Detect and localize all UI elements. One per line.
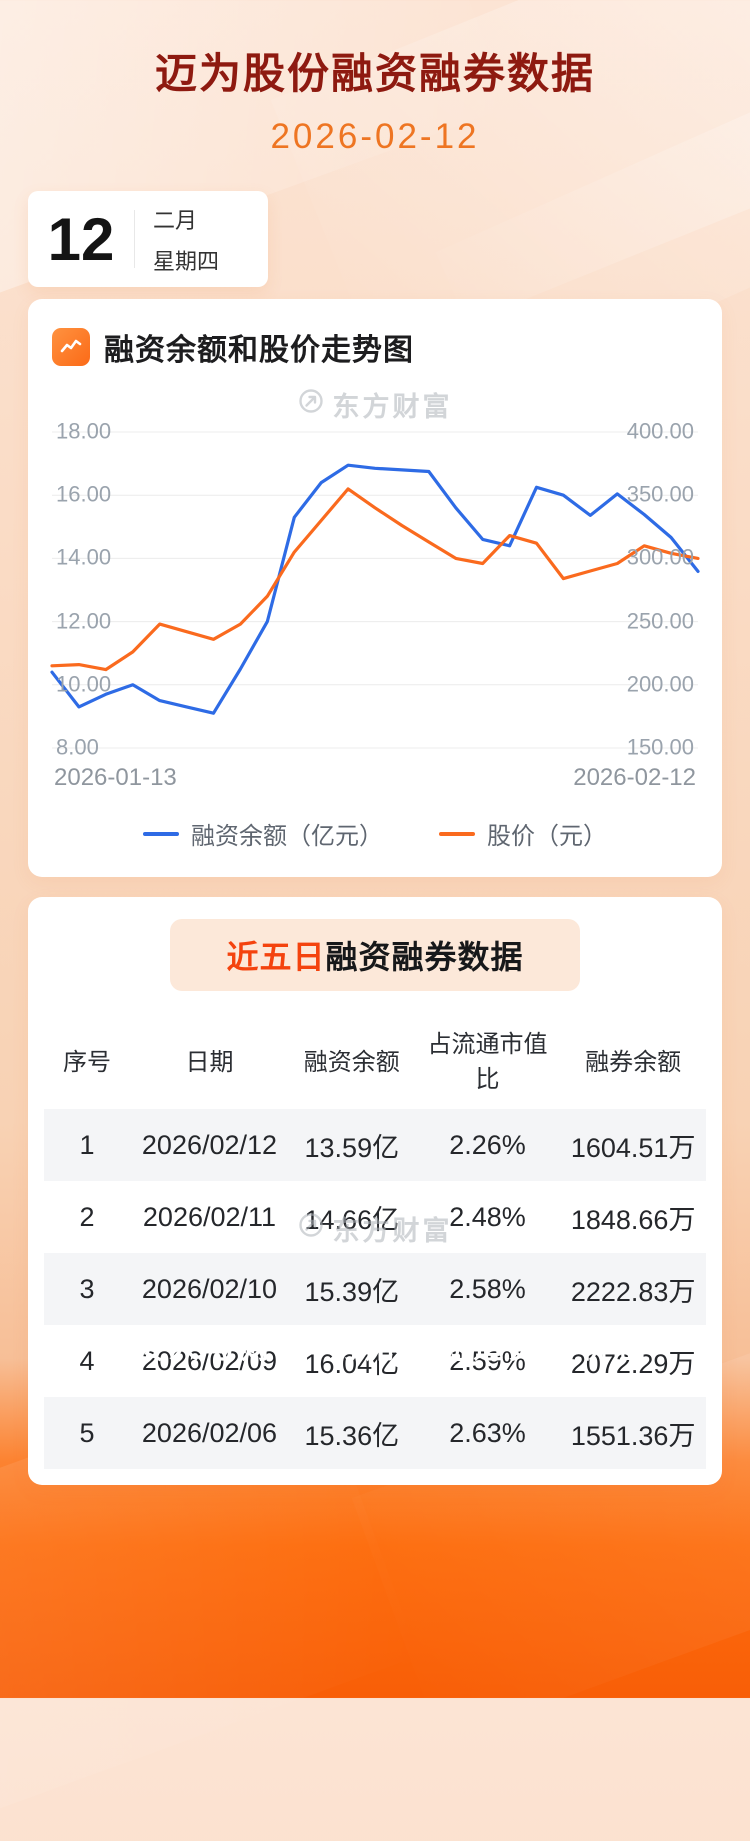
- right-axis-tick: 350.00: [626, 481, 694, 507]
- table-cell: 2072.29万: [570, 1348, 696, 1379]
- table-cell: 2026/02/12: [141, 1129, 278, 1160]
- column-header: 日期: [185, 1048, 234, 1076]
- legend-swatch-orange: [439, 831, 475, 836]
- left-axis-tick: 8.00: [56, 734, 99, 760]
- footer-slogan: 链接人与财富·为用户创造更多价值: [97, 1332, 653, 1365]
- left-axis-tick: 10.00: [56, 671, 112, 697]
- right-axis-tick: 400.00: [626, 418, 694, 444]
- x-axis-end-label: 2026-02-12: [573, 764, 696, 791]
- legend-swatch-blue: [143, 831, 179, 836]
- table-row: 3 2026/02/10 15.39亿 2.58% 2222.83万: [44, 1253, 706, 1325]
- page-date: 2026-02-12: [270, 117, 480, 156]
- right-axis-tick: 250.00: [626, 608, 694, 634]
- table-cell: 2: [79, 1201, 95, 1232]
- page-title: 迈为股份融资融券数据: [154, 50, 595, 97]
- table-row: 4 2026/02/09 16.04亿 2.59% 2072.29万: [44, 1325, 706, 1397]
- left-axis-tick: 12.00: [56, 608, 112, 634]
- table-cell: 2026/02/10: [141, 1273, 278, 1304]
- table-cell: 15.39亿: [304, 1276, 400, 1307]
- legend-label: 融资余额（亿元）: [191, 823, 383, 850]
- table-section-title: 近五日融资融券数据: [170, 919, 580, 991]
- table-cell: 1604.51万: [570, 1132, 696, 1163]
- table-cell: 2.26%: [449, 1129, 526, 1160]
- calendar-divider: [134, 210, 135, 268]
- table-cell: 15.36亿: [304, 1420, 400, 1451]
- table-title-highlight: 近五日: [226, 939, 326, 975]
- column-header: 占流通市值比: [427, 1031, 548, 1093]
- table-row: 5 2026/02/06 15.36亿 2.63% 1551.36万: [44, 1397, 706, 1469]
- table-cell: 2.59%: [449, 1345, 526, 1376]
- table-cell: 16.04亿: [304, 1348, 400, 1379]
- watermark-text: 东方财富: [332, 392, 453, 422]
- legend-item-stock-price: 股价（元）: [439, 816, 607, 851]
- table-card: 近五日融资融券数据 东方财富 序号 日期 融资余额 占流通市值比 融券余额 1 2026/…: [28, 897, 722, 1485]
- table-cell: 2.58%: [449, 1273, 526, 1304]
- right-axis-tick: 200.00: [626, 671, 694, 697]
- series-line-0: [50, 463, 700, 715]
- table-cell: 2026/02/11: [142, 1201, 277, 1232]
- trend-chart: 18.00 16.00 14.00 12.00 10.00 8.00 400.00 350.0…: [50, 418, 700, 759]
- table-cell: 1848.66万: [570, 1204, 696, 1235]
- chart-section-title: 融资余额和股价走势图: [104, 334, 414, 367]
- table-header-row: 序号 日期 融资余额 占流通市值比 融券余额: [44, 1007, 706, 1109]
- series-line-1: [50, 487, 700, 672]
- column-header: 序号: [63, 1048, 112, 1076]
- table-cell: 1: [79, 1129, 95, 1160]
- eastmoney-logo-icon: [298, 1212, 324, 1245]
- left-axis-tick: 14.00: [56, 544, 112, 570]
- table-cell: 1551.36万: [570, 1420, 696, 1451]
- table-cell: 5: [79, 1417, 95, 1448]
- table-cell: 2026/02/09: [141, 1345, 278, 1376]
- left-axis-tick: 16.00: [56, 481, 112, 507]
- watermark: 东方财富: [28, 1209, 722, 1248]
- table-cell: 2222.83万: [570, 1276, 696, 1307]
- calendar-month: 二月: [153, 207, 198, 233]
- watermark: 东方财富: [52, 385, 698, 424]
- table-cell: 3: [79, 1273, 95, 1304]
- legend-item-margin-balance: 融资余额（亿元）: [143, 816, 383, 851]
- watermark-text: 东方财富: [332, 1215, 453, 1246]
- chart-legend: 融资余额（亿元） 股价（元）: [52, 816, 698, 857]
- table-cell: 2.63%: [449, 1417, 526, 1448]
- table-cell: 2026/02/06: [141, 1417, 278, 1448]
- trend-chart-icon: [52, 328, 90, 366]
- table-cell: 4: [79, 1345, 95, 1376]
- column-header: 融资余额: [303, 1048, 400, 1076]
- calendar-weekday: 星期四: [153, 248, 220, 274]
- table-row: 2 2026/02/11 14.66亿 2.48% 1848.66万: [44, 1181, 706, 1253]
- margin-table: 序号 日期 融资余额 占流通市值比 融券余额 1 2026/02/12 13.59亿 2.26…: [44, 1007, 706, 1469]
- column-header: 融券余额: [585, 1048, 682, 1076]
- x-axis-start-label: 2026-01-13: [54, 764, 177, 791]
- calendar-day: 12: [47, 205, 115, 273]
- right-axis-tick: 150.00: [626, 734, 694, 760]
- right-axis-tick: 300.00: [626, 544, 694, 570]
- legend-label: 股价（元）: [487, 823, 607, 850]
- table-title-rest: 融资融券数据: [325, 939, 524, 975]
- left-axis-tick: 18.00: [56, 418, 112, 444]
- eastmoney-logo-icon: [298, 388, 324, 421]
- calendar-card: 12 二月 星期四: [28, 191, 268, 287]
- table-row: 1 2026/02/12 13.59亿 2.26% 1604.51万: [44, 1109, 706, 1181]
- chart-card: 融资余额和股价走势图 东方财富 18.00 16.00 14.00 12.00 10.0…: [28, 299, 722, 877]
- table-cell: 13.59亿: [304, 1132, 400, 1163]
- trend-chart-svg: [50, 431, 700, 749]
- table-cell: 2.48%: [449, 1201, 526, 1232]
